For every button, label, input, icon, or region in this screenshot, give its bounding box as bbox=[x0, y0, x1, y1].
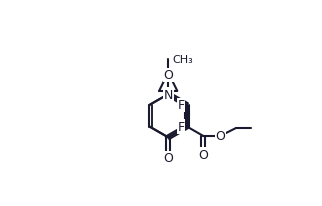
Text: N: N bbox=[164, 88, 173, 101]
Text: O: O bbox=[198, 148, 208, 161]
Text: O: O bbox=[163, 152, 173, 164]
Text: F: F bbox=[177, 121, 185, 133]
Text: O: O bbox=[216, 130, 225, 143]
Text: F: F bbox=[177, 99, 185, 112]
Text: CH₃: CH₃ bbox=[173, 55, 193, 65]
Text: O: O bbox=[163, 69, 173, 82]
